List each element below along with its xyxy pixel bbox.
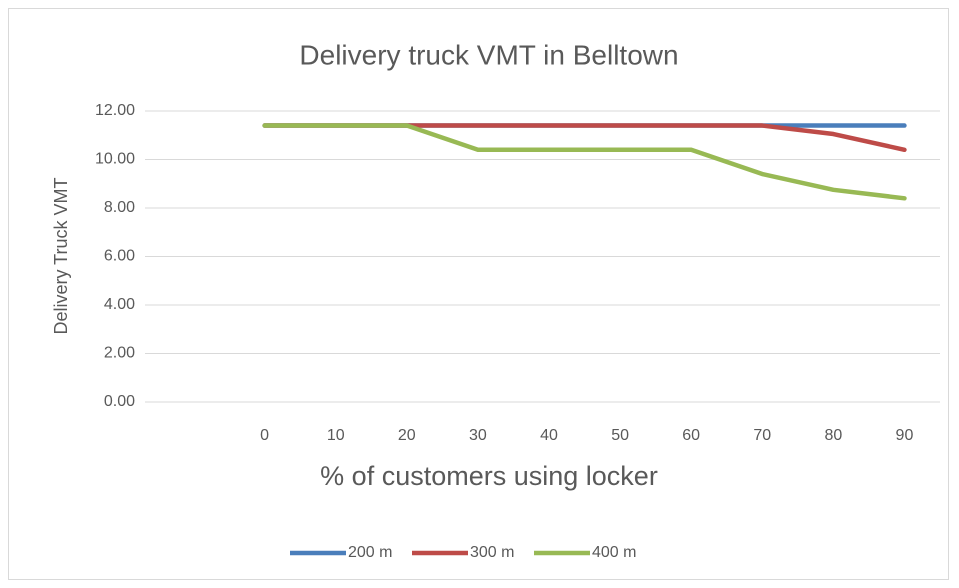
- y-tick-label: 0.00: [104, 393, 135, 410]
- x-tick-label: 10: [327, 427, 345, 444]
- legend-label: 300 m: [470, 544, 514, 561]
- y-tick-label: 2.00: [104, 345, 135, 362]
- x-tick-label: 20: [398, 427, 416, 444]
- x-tick-label: 60: [682, 427, 700, 444]
- chart-title: Delivery truck VMT in Belltown: [299, 39, 678, 70]
- x-tick-label: 40: [540, 427, 558, 444]
- y-tick-label: 4.00: [104, 296, 135, 313]
- legend-label: 400 m: [592, 544, 636, 561]
- y-tick-label: 10.00: [95, 151, 135, 168]
- x-tick-label: 0: [260, 427, 269, 444]
- x-tick-label: 70: [753, 427, 771, 444]
- y-tick-label: 6.00: [104, 248, 135, 265]
- y-axis-title: Delivery Truck VMT: [51, 177, 71, 334]
- chart-area: [8, 8, 949, 580]
- x-tick-label: 90: [896, 427, 914, 444]
- x-tick-label: 80: [824, 427, 842, 444]
- y-tick-label: 8.00: [104, 199, 135, 216]
- x-tick-label: 50: [611, 427, 629, 444]
- x-tick-label: 30: [469, 427, 487, 444]
- legend-label: 200 m: [348, 544, 392, 561]
- x-axis-title: % of customers using locker: [320, 461, 658, 491]
- series-line: [262, 123, 907, 201]
- y-tick-label: 12.00: [95, 102, 135, 119]
